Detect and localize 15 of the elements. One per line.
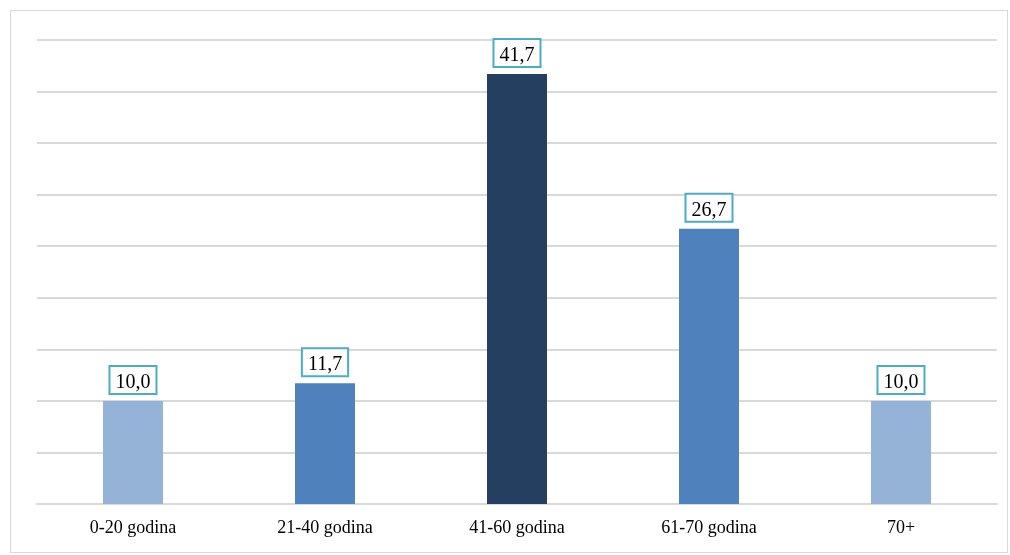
x-tick-label: 61-70 godina (661, 517, 757, 537)
bar (487, 74, 547, 504)
data-label: 10,0 (115, 369, 151, 392)
data-label: 10,0 (883, 369, 919, 392)
data-label: 41,7 (499, 43, 535, 66)
bar (871, 400, 931, 504)
x-tick-label: 41-60 godina (469, 517, 565, 537)
x-tick-label: 70+ (886, 517, 916, 537)
bar (679, 228, 739, 504)
data-label: 26,7 (691, 197, 727, 220)
bar (103, 400, 163, 504)
x-tick-label: 21-40 godina (277, 517, 373, 537)
data-label: 11,7 (307, 352, 343, 375)
bar (295, 383, 355, 504)
x-tick-label: 0-20 godina (89, 517, 177, 537)
